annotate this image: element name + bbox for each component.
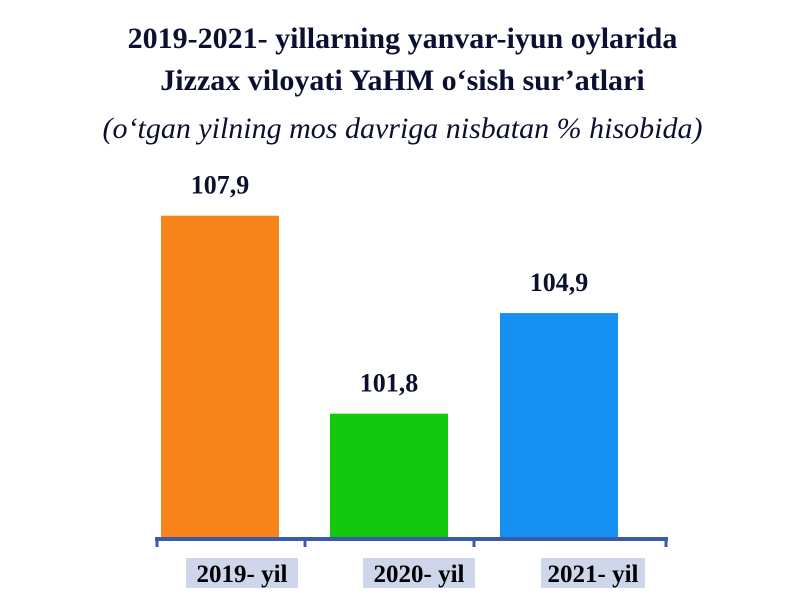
chart-subtitle: (o‘tgan yilning mos davriga nisbatan % h… xyxy=(102,112,703,145)
bar-value-label: 101,8 xyxy=(360,369,419,398)
category-label: 2019- yil xyxy=(197,561,288,588)
bar-value-label: 104,9 xyxy=(530,268,589,297)
bar-2020-yil xyxy=(330,413,448,537)
category-label-background xyxy=(186,558,298,588)
labels-layer: 107,9 101,8 104,9 2019- yil 2020- yil 2021- y… xyxy=(186,171,645,588)
x-axis xyxy=(155,537,668,547)
chart-title-line-2: Jizzax viloyati YaHM o‘sish sur’atlari xyxy=(160,64,645,97)
category-label: 2020- yil xyxy=(374,561,465,588)
bar-2019-yil xyxy=(161,215,279,537)
bar-value-label: 107,9 xyxy=(191,171,250,200)
bar-2021-yil xyxy=(500,313,618,537)
bars-layer xyxy=(161,215,618,537)
category-label-background xyxy=(363,558,475,588)
category-label: 2021- yil xyxy=(548,561,639,588)
chart-title-line-1: 2019-2021- yillarning yanvar-iyun oylari… xyxy=(127,22,678,55)
category-label-background xyxy=(541,558,645,588)
